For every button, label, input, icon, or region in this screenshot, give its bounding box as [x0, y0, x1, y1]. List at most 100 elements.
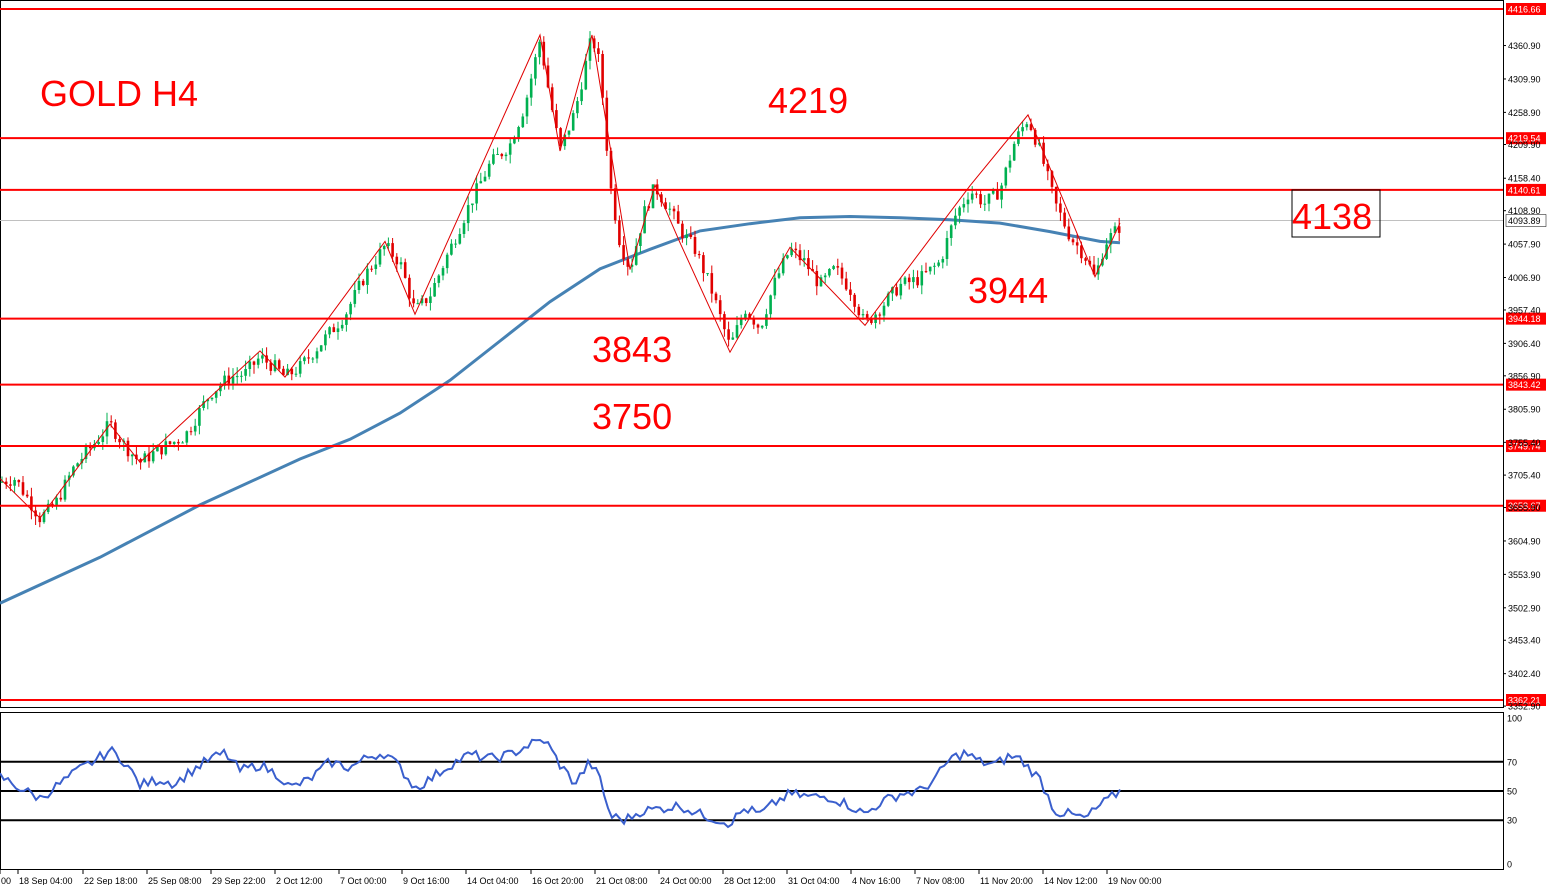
candle-body [38, 516, 42, 523]
date-tick-label: 18 Sep 04:00 [19, 876, 73, 885]
candle-body [1059, 203, 1062, 213]
level-label-7: 3362.21 [1508, 696, 1541, 706]
candle-body [504, 154, 508, 157]
candle-body [286, 368, 289, 376]
candle-body [882, 305, 886, 316]
candle-body [601, 54, 604, 98]
price-tick-label: 3352.90 [1508, 702, 1541, 712]
level-label-bg-7 [1506, 694, 1546, 706]
candle-body [886, 293, 890, 306]
date-tick-label: 2 Oct 12:00 [276, 876, 323, 885]
candle-body [424, 298, 428, 303]
rsi-tick-label: 100 [1507, 714, 1522, 724]
candle-body [1004, 167, 1008, 186]
candle-body [374, 264, 378, 269]
candle-body [303, 357, 306, 362]
candle-body [84, 446, 88, 459]
rsi-panel: 100 70 50 30 0 [0, 714, 1522, 870]
candle-body [458, 234, 462, 244]
candle-body [450, 243, 453, 255]
annotation-4138-box [1291, 189, 1381, 238]
candle-body [823, 275, 827, 278]
rsi-tick-label: 0 [1507, 860, 1512, 870]
candle-body [508, 143, 512, 155]
candle-body [529, 78, 533, 98]
candle-body [277, 360, 281, 369]
candle-body [832, 266, 835, 269]
candle-body [609, 150, 613, 189]
candle-body [718, 300, 722, 315]
candle-body [907, 277, 911, 283]
candle-body [735, 325, 739, 338]
candle-body [437, 275, 441, 283]
price-tick-label: 3502.90 [1508, 603, 1541, 613]
candle-body [1092, 264, 1096, 275]
candle-body [685, 234, 688, 239]
candle-body [954, 215, 957, 226]
candle-body [697, 254, 701, 256]
date-tick-label: 22 Sep 18:00 [84, 876, 138, 885]
candle-body [840, 267, 844, 279]
candle-body [101, 436, 105, 442]
level-label-2: 4140.61 [1508, 185, 1541, 195]
candle-body [500, 154, 504, 157]
price-tick-label: 3856.90 [1508, 371, 1541, 381]
candle-body [1067, 226, 1071, 240]
level-label-6: 3658.67 [1508, 501, 1541, 511]
candle-body [433, 283, 436, 297]
candle-body [513, 138, 516, 144]
candle-body [307, 357, 310, 359]
candle-body [983, 203, 987, 205]
candle-body [958, 207, 961, 216]
candle-body [630, 264, 634, 267]
candle-body [487, 163, 491, 177]
candle-body [235, 376, 239, 378]
candle-body [979, 194, 982, 205]
candle-body [1008, 160, 1012, 168]
level-label-5: 3749.74 [1508, 442, 1541, 452]
date-tick-label: 00 [1, 876, 11, 885]
candle-body [130, 454, 134, 457]
candle-body [193, 425, 197, 432]
candle-body [42, 512, 46, 523]
candle-body [786, 255, 789, 259]
candle-body [319, 345, 323, 352]
candle-body [790, 248, 793, 256]
candle-body [151, 451, 155, 462]
level-label-bg-0 [1506, 3, 1546, 15]
candle-body [731, 337, 735, 340]
moving-average-layer [0, 214, 1121, 605]
price-tick-label: 4360.90 [1508, 41, 1541, 51]
candle-body [987, 193, 991, 204]
candle-body [156, 446, 159, 452]
price-tick-label: 4258.90 [1508, 108, 1541, 118]
candle-body [252, 361, 256, 365]
candle-body [723, 314, 726, 330]
candle-body [891, 287, 894, 294]
candle-body [206, 399, 210, 402]
candle-body [189, 431, 193, 433]
candle-body [1025, 124, 1029, 128]
candle-body [185, 431, 189, 443]
candle-body [664, 202, 667, 210]
candle-body [168, 441, 172, 444]
candle-body [765, 314, 768, 326]
candle-body [777, 273, 781, 278]
candle-body [744, 313, 747, 319]
candle-body [210, 397, 214, 400]
candle-body [672, 208, 676, 212]
candle-body [819, 277, 823, 287]
candle-body [1000, 185, 1003, 200]
candle-body [202, 401, 205, 408]
candle-body [328, 327, 331, 335]
price-tick-label: 3957.40 [1508, 305, 1541, 315]
price-tick-label: 4309.90 [1508, 74, 1541, 84]
current-price-label-bg [1505, 214, 1547, 227]
support-resistance-layer: 4416.66 4219.54 4140.61 3944.18 3843.42 3749.… [0, 3, 1546, 706]
level-label-1: 4219.54 [1508, 134, 1541, 144]
candle-body [471, 203, 474, 206]
candle-body [282, 368, 285, 376]
candle-body [219, 385, 222, 392]
level-label-bg-4 [1506, 378, 1546, 391]
candle-body [382, 246, 386, 250]
